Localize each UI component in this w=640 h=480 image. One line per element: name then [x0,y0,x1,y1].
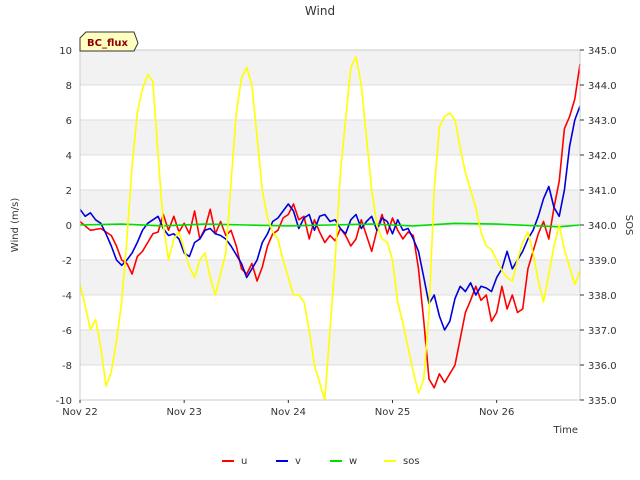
y2-axis-label: SOS [623,215,634,236]
badge-label: BC_flux [87,38,128,49]
y2-tick-label: 341.0 [588,186,617,197]
y2-tick-label: 335.0 [588,396,617,407]
y2-tick-label: 340.0 [588,221,617,232]
y-tick-label: -2 [62,256,72,267]
y-tick-label: 0 [66,221,72,232]
x-tick-label: Nov 23 [166,407,201,418]
legend-label-u: u [241,456,247,467]
y2-tick-label: 339.0 [588,256,617,267]
x-axis-ticks: Nov 22 Nov 23 Nov 24 Nov 25 Nov 26 [62,400,514,418]
legend-label-w: w [349,456,357,467]
chart-title: Wind [305,4,335,18]
background-band [80,120,580,155]
y-tick-label: 2 [66,186,72,197]
y2-tick-label: 343.0 [588,116,617,127]
y-tick-label: 4 [66,151,72,162]
background-band [80,50,580,85]
series-line-w [79,222,581,228]
y2-tick-label: 336.0 [588,361,617,372]
x-tick-label: Nov 26 [479,407,514,418]
y2-tick-label: 342.0 [588,151,617,162]
background-band [80,260,580,295]
badge-shape [79,31,139,52]
legend: u v w sos [222,456,420,467]
y-tick-label: -8 [62,361,72,372]
x-axis-label: Time [553,425,578,436]
legend-label-sos: sos [403,456,420,467]
y-tick-label: -4 [62,291,72,302]
series-line-u [79,63,581,389]
y-axis-ticks: 10 8 6 4 2 0 -2 -4 -6 -8 -10 [56,46,72,407]
x-tick-label: Nov 22 [62,407,97,418]
x-tick-label: Nov 25 [375,407,410,418]
y2-tick-label: 337.0 [588,326,617,337]
legend-label-v: v [295,456,301,467]
background-band [80,190,580,225]
y-tick-label: -10 [56,396,72,407]
y2-tick-label: 345.0 [588,46,617,57]
series-line-sos [79,56,581,401]
y2-axis-ticks: 345.0 344.0 343.0 342.0 341.0 340.0 339.0 338.0… [580,46,617,407]
y-tick-label: -6 [62,326,72,337]
y-tick-label: 6 [66,116,72,127]
background-bands [80,50,580,365]
y-tick-label: 8 [66,81,72,92]
y2-tick-label: 338.0 [588,291,617,302]
site-badge: BC_flux [79,31,139,52]
y-tick-label: 10 [59,46,72,57]
series-layer [79,56,581,401]
y2-tick-label: 344.0 [588,81,617,92]
x-tick-label: Nov 24 [271,407,306,418]
y-axis-label: Wind (m/s) [10,198,21,253]
